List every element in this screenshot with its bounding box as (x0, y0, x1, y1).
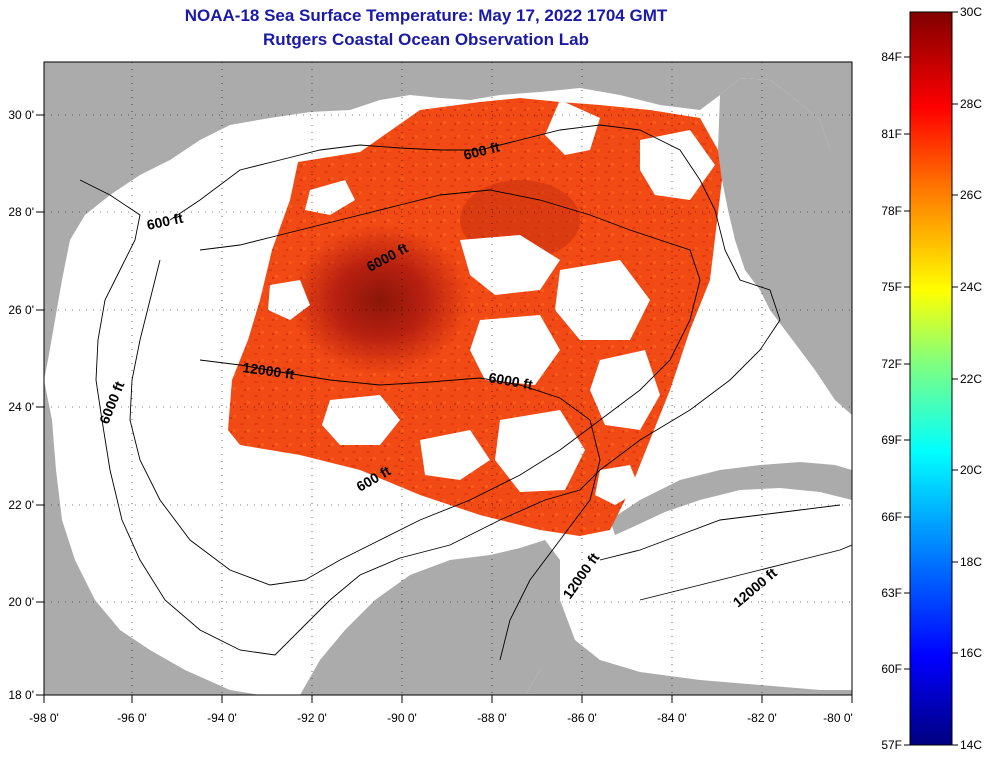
colorbar-celsius-labels: 30C 28C 26C 24C 22C 20C 18C 16C 14C (960, 5, 982, 752)
latitude-labels: 30 0' 28 0' 26 0' 24 0' 22 0' 20 0' 18 0… (8, 108, 34, 702)
map-title: NOAA-18 Sea Surface Temperature: May 17,… (184, 6, 668, 25)
map-subtitle: Rutgers Coastal Ocean Observation Lab (263, 30, 589, 49)
colorbar-c-label: 16C (960, 646, 982, 660)
lat-label: 26 0' (8, 303, 34, 317)
land-central-america (525, 600, 852, 695)
longitude-labels: -98 0' -96 0' -94 0' -92 0' -90 0' -88 0… (29, 711, 853, 725)
colorbar-c-label: 24C (960, 280, 982, 294)
colorbar-f-label: 84F (881, 50, 902, 64)
warm-core (290, 225, 470, 375)
colorbar-c-label: 18C (960, 555, 982, 569)
colorbar-c-label: 30C (960, 5, 982, 19)
contour-12000ft (199, 359, 601, 661)
colorbar-c-label: 26C (960, 188, 982, 202)
contour-label-600ft-west: 600 ft (145, 210, 184, 233)
contour-label-12000ft-west: 12000 ft (242, 359, 296, 382)
land-yucatan (300, 540, 560, 695)
land-mexico (44, 380, 260, 695)
contour-6000ft (129, 189, 701, 586)
lon-label: -84 0' (657, 711, 687, 725)
contour-label-6000ft-east: 6000 ft (487, 369, 534, 393)
land-cuba (610, 462, 852, 535)
colorbar-f-label: 63F (881, 586, 902, 600)
colorbar-f-label: 75F (881, 280, 902, 294)
lat-label: 28 0' (8, 205, 34, 219)
colorbar-fahrenheit-labels: 84F 81F 78F 75F 72F 69F 66F 63F 60F 57F (881, 50, 902, 752)
contour-600ft (79, 124, 781, 656)
contour-12000ft-east (639, 544, 852, 601)
colorbar (909, 11, 953, 746)
lon-label: -82 0' (747, 711, 777, 725)
lat-label: 22 0' (8, 498, 34, 512)
land-north-us (44, 62, 852, 380)
lon-label: -96 0' (117, 711, 147, 725)
axis-ticks (36, 114, 853, 703)
graticule (44, 62, 852, 695)
colorbar-f-label: 78F (881, 204, 902, 218)
colorbar-f-label: 57F (881, 738, 902, 752)
lat-label: 20 0' (8, 595, 34, 609)
bathymetry-contours (79, 124, 852, 661)
colorbar-f-label: 69F (881, 433, 902, 447)
colorbar-f-label: 72F (881, 357, 902, 371)
colorbar-f-label: 66F (881, 510, 902, 524)
lat-label: 24 0' (8, 400, 34, 414)
lat-label: 30 0' (8, 108, 34, 122)
lon-label: -92 0' (297, 711, 327, 725)
lat-label: 18 0' (8, 688, 34, 702)
map-frame (43, 61, 853, 696)
colorbar-c-label: 28C (960, 97, 982, 111)
colorbar-c-label: 20C (960, 463, 982, 477)
colorbar-f-label: 81F (881, 127, 902, 141)
colorbar-c-label: 22C (960, 372, 982, 386)
lon-label: -86 0' (567, 711, 597, 725)
lon-label: -90 0' (387, 711, 417, 725)
lon-label: -94 0' (207, 711, 237, 725)
lon-label: -98 0' (29, 711, 59, 725)
colorbar-f-label: 60F (881, 662, 902, 676)
lon-label: -88 0' (477, 711, 507, 725)
cloud-gaps (268, 100, 715, 505)
land-florida (718, 78, 852, 415)
contour-east-shelf (599, 504, 841, 561)
colorbar-c-label: 14C (960, 738, 982, 752)
colorbar-ticks (904, 11, 958, 746)
lon-label: -80 0' (823, 711, 853, 725)
